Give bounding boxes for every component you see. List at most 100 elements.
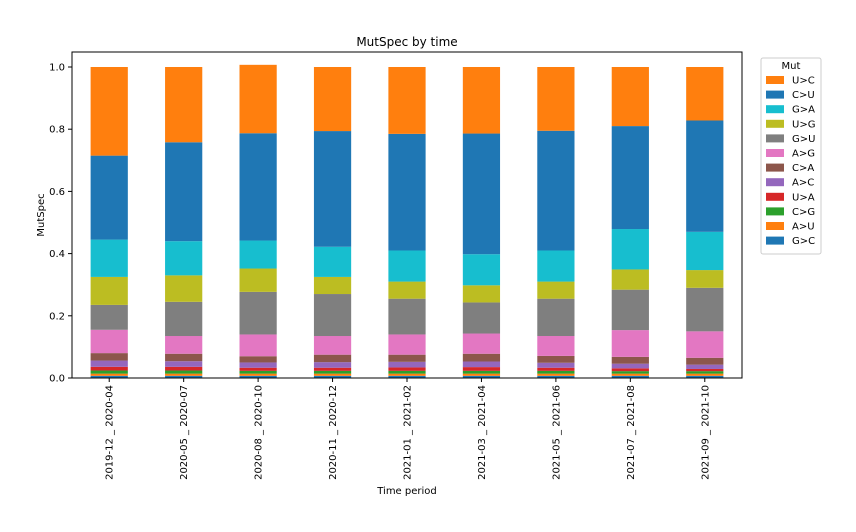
legend-label-A>C: A>C: [792, 178, 814, 189]
bar-segment-A>G-3: [313, 336, 352, 355]
bar-segment-U>G-5: [462, 285, 501, 303]
x-tick-label-1: 2020-05 _ 2020-07: [179, 385, 190, 480]
legend-swatch-A>G: [766, 149, 784, 157]
bar-segment-A>U-2: [239, 373, 277, 376]
bar-segment-U>G-8: [686, 270, 724, 288]
bar-segment-G>C-1: [165, 375, 203, 378]
x-tick-label-6: 2021-05 _ 2021-06: [551, 385, 562, 480]
bar-segment-U>C-8: [686, 67, 724, 121]
bar-segment-U>C-7: [611, 67, 649, 127]
bar-segment-G>U-4: [388, 298, 426, 335]
legend: Mut U>C C>U G>A U>G G>U A>G C>A A>C U>A C>G A>U G>C: [760, 57, 822, 255]
bar-segment-G>A-5: [462, 254, 501, 286]
bar-segment-G>U-8: [686, 287, 724, 332]
bar-segment-C>U-1: [165, 142, 203, 242]
legend-label-C>G: C>G: [792, 207, 815, 218]
bar-segment-G>A-8: [686, 231, 724, 271]
bar-segment-U>G-7: [611, 269, 649, 290]
legend-swatch-A>C: [766, 178, 784, 187]
bar-segment-C>A-5: [462, 353, 501, 362]
bar-segment-U>A-8: [686, 368, 724, 372]
legend-items: U>C C>U G>A U>G G>U A>G C>A A>C U>A C>G A>U G>C: [766, 76, 815, 247]
bar-segment-C>G-2: [239, 370, 277, 374]
bar-segment-G>C-0: [90, 375, 128, 378]
bar-segment-A>G-5: [462, 333, 501, 354]
bar-segment-U>C-0: [90, 67, 128, 156]
legend-swatch-C>U: [766, 90, 784, 99]
bar-segment-G>U-6: [537, 298, 575, 337]
bar-segment-A>C-7: [611, 363, 649, 369]
bar-segment-G>A-3: [313, 246, 352, 277]
legend-swatch-C>A: [766, 163, 784, 172]
bar-segment-U>C-6: [537, 67, 575, 131]
bar-segment-U>C-3: [313, 67, 352, 132]
bar-segment-G>A-2: [239, 240, 277, 269]
bar-segment-C>U-6: [537, 130, 575, 251]
bar-segment-G>C-4: [388, 375, 426, 378]
bar-segment-U>C-1: [165, 67, 203, 143]
bar-segment-G>C-5: [462, 375, 501, 378]
bar-segment-A>U-7: [611, 373, 649, 376]
legend-label-U>A: U>A: [792, 192, 815, 203]
bar-segment-U>G-0: [90, 276, 128, 305]
bar-segment-U>A-7: [611, 368, 649, 372]
bar-segment-A>C-3: [313, 362, 352, 368]
bar-segment-C>U-5: [462, 133, 501, 255]
chart-title: MutSpec by time: [356, 35, 457, 49]
legend-swatch-A>U: [766, 222, 784, 230]
x-tick-label-0: 2019-12 _ 2020-04: [105, 385, 116, 480]
bar-segment-G>U-5: [462, 302, 501, 334]
legend-label-G>C: G>C: [792, 236, 815, 247]
bar-segment-C>G-0: [90, 370, 128, 374]
bar-segment-U>C-2: [239, 64, 277, 134]
legend-label-G>A: G>A: [792, 105, 815, 116]
bar-segment-A>G-4: [388, 334, 426, 355]
bar-segment-A>U-6: [537, 373, 575, 376]
y-axis-label: MutSpec: [36, 193, 47, 236]
bar-segment-A>G-0: [90, 329, 128, 354]
bar-segment-A>G-1: [165, 336, 203, 354]
x-tick-label-3: 2020-11 _ 2020-12: [328, 385, 339, 480]
bar-segment-G>U-0: [90, 304, 128, 330]
bar-segment-G>C-6: [537, 375, 575, 378]
x-tick-label-4: 2021-01 _ 2021-02: [403, 385, 414, 480]
legend-label-A>U: A>U: [792, 222, 815, 233]
x-tick-label-8: 2021-09 _ 2021-10: [700, 385, 711, 480]
bar-segment-U>A-4: [388, 367, 426, 371]
x-axis: 2019-12 _ 2020-04 2020-05 _ 2020-07 2020-0…: [105, 378, 711, 480]
bar-segment-C>G-5: [462, 370, 501, 374]
y-tick-label-2: 0.4: [49, 249, 65, 260]
bar-segment-C>A-6: [537, 355, 575, 363]
bar-segment-C>A-3: [313, 354, 352, 363]
y-tick-label-4: 0.8: [49, 125, 65, 136]
bar-segment-C>U-3: [313, 131, 352, 247]
bar-segment-A>U-8: [686, 373, 724, 376]
x-tick-label-7: 2021-07 _ 2021-08: [626, 385, 637, 480]
bar-segment-U>A-0: [90, 366, 128, 371]
bar-segment-C>U-0: [90, 155, 128, 240]
bar-segment-U>A-5: [462, 367, 501, 371]
y-axis: 0.0 0.2 0.4 0.6 0.8 1.0: [49, 63, 72, 385]
bar-segment-G>U-7: [611, 289, 649, 331]
bar-segment-C>A-8: [686, 357, 724, 365]
legend-label-U>C: U>C: [792, 76, 815, 87]
bar-segment-A>U-0: [90, 373, 128, 376]
bar-segment-A>C-6: [537, 362, 575, 368]
bar-segment-C>G-1: [165, 370, 203, 374]
bar-segment-U>G-6: [537, 281, 575, 299]
legend-label-U>G: U>G: [792, 119, 815, 130]
bar-segment-A>U-3: [313, 373, 352, 376]
bar-segment-U>A-6: [537, 367, 575, 371]
x-tick-label-5: 2021-03 _ 2021-04: [477, 385, 488, 480]
bar-segment-U>A-1: [165, 366, 203, 371]
bar-segment-C>G-3: [313, 370, 352, 374]
bar-segment-U>C-4: [388, 67, 426, 134]
bar-segment-A>G-7: [611, 330, 649, 357]
bar-segment-C>U-8: [686, 120, 724, 232]
bar-segment-U>C-5: [462, 67, 501, 134]
legend-swatch-G>U: [766, 134, 784, 143]
bar-segment-G>U-1: [165, 301, 203, 337]
bar-segment-A>C-5: [462, 361, 501, 368]
bar-segment-C>A-0: [90, 353, 128, 361]
